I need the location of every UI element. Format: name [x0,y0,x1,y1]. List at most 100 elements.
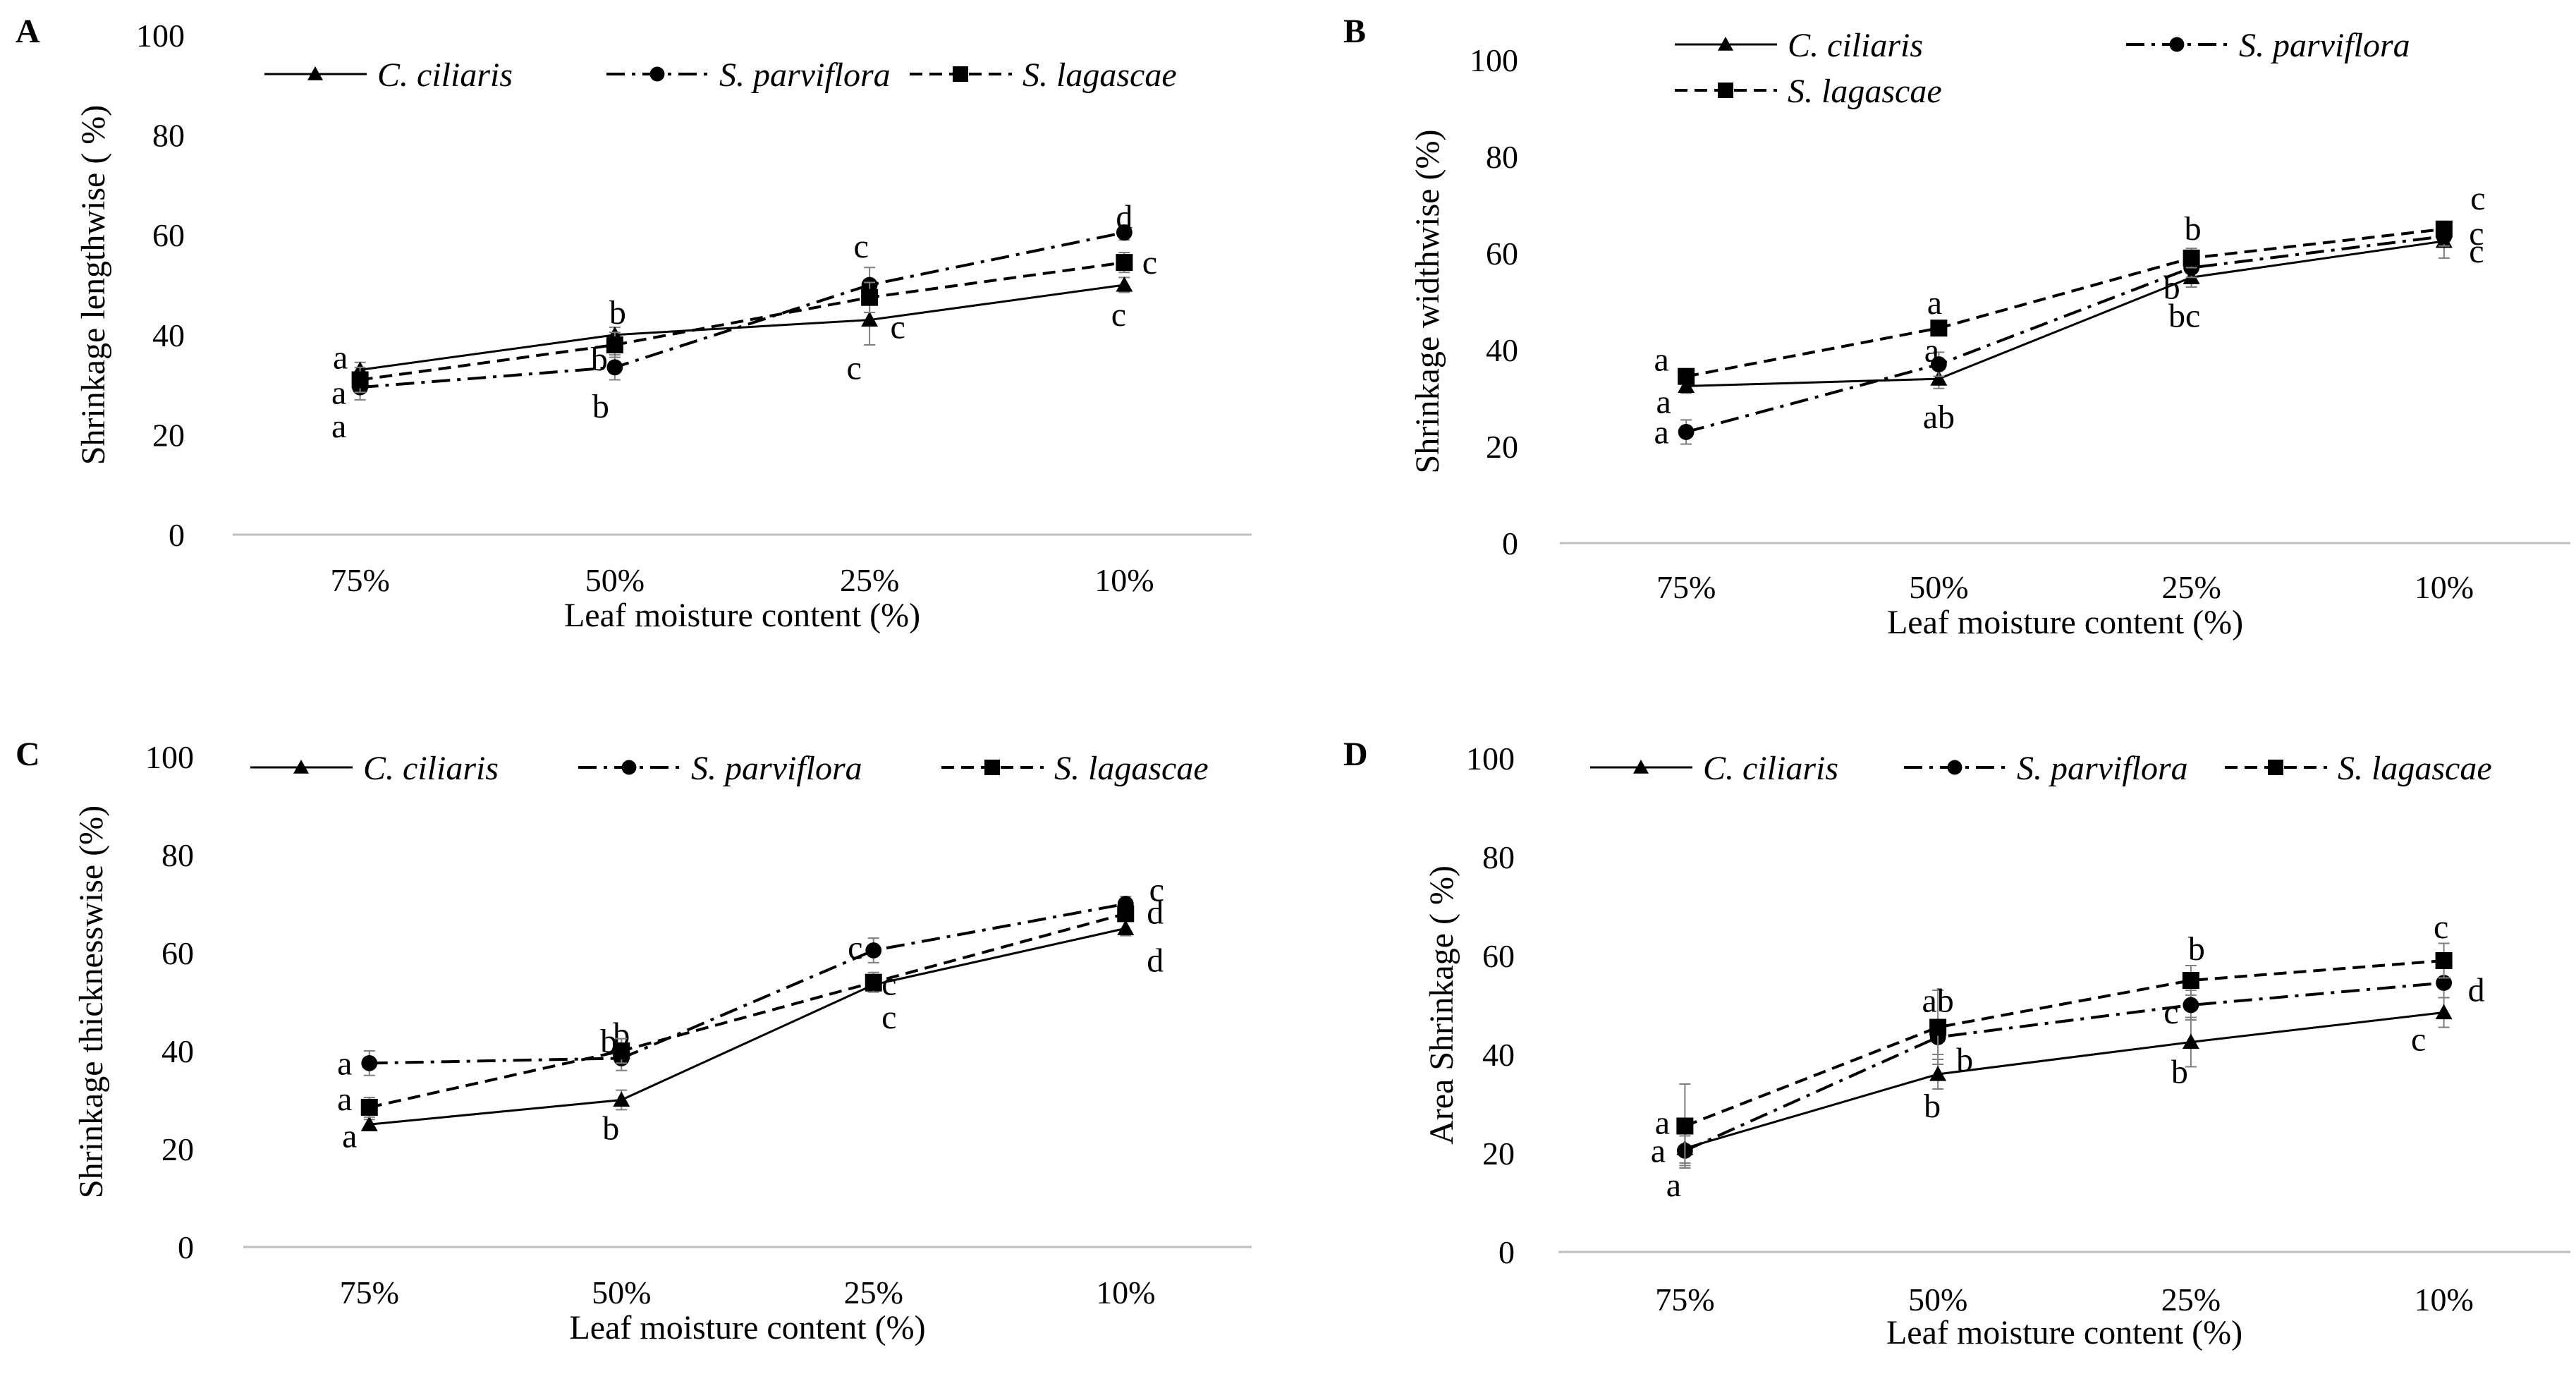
data-point [2182,1033,2199,1050]
significance-label: a [1654,341,1668,379]
y-tick-label: 60 [152,217,185,253]
legend-label: S. parviflora [719,56,891,94]
significance-label: a [331,375,346,412]
x-axis-title: Leaf moisture content (%) [569,1309,925,1346]
legend-label: C. ciliaris [1788,27,1923,64]
significance-label: bc [2168,297,2200,334]
data-point [1116,254,1133,272]
y-tick-label: 60 [161,935,194,971]
significance-label: c [853,228,868,265]
chart-panel-d: D 0 20 40 60 80 100 75% 50% 25% 10% Leaf moisture … [1343,736,2570,1351]
series-line [369,927,1126,1126]
significance-label: b [2171,1054,2188,1091]
panel-letter-d: D [1343,736,1368,773]
legend-label: S. parviflora [691,750,862,787]
significance-label: c [1142,244,1157,281]
significance-label: b [592,388,609,425]
significance-label: c [1111,296,1126,334]
legend-label: S. lagascae [2338,750,2492,787]
y-tick-label: 100 [1466,741,1515,777]
data-point [1930,356,1947,372]
y-tick-label: 80 [1486,139,1518,175]
significance-label: c [2469,215,2484,253]
data-point [1929,1066,1947,1081]
significance-label: d [1147,942,1164,979]
data-point [865,942,882,959]
y-tick-label: 100 [136,18,185,54]
legend-marker [953,66,968,82]
legend-label: C. ciliaris [1703,750,1838,787]
significance-label: ab [1922,982,1953,1020]
significance-label: b [1956,1042,1973,1079]
significance-label: a [337,1081,352,1118]
y-tick-label: 40 [152,317,185,353]
legend: C. ciliaris S. parviflora S. lagascae [250,750,1209,787]
x-tick-label: 50% [1908,1282,1967,1318]
x-tick-label: 10% [2415,569,2474,605]
significance-label: b [602,1110,619,1148]
significance-label: a [1654,413,1668,451]
data-point [360,1098,378,1116]
legend-label: S. parviflora [2239,27,2410,64]
data-point [2183,997,2199,1014]
series-line [360,284,1125,371]
significance-label: c [2470,180,2485,217]
significance-label: ab [1923,399,1955,436]
data-point [613,1042,630,1059]
series-3: a b c d [337,894,1164,1118]
data-point [360,1116,378,1131]
data-point [2435,1004,2453,1020]
data-point [1930,370,1948,386]
legend-label: C. ciliaris [363,750,499,787]
y-tick-label: 0 [178,1229,194,1265]
series-line [1684,981,2444,1152]
series-line [1684,1011,2444,1150]
y-tick-label: 60 [1486,236,1518,272]
data-point [1116,276,1133,292]
x-axis-title: Leaf moisture content (%) [1887,604,2243,641]
significance-label: c [881,999,896,1036]
significance-label: c [2434,908,2448,946]
y-axis-title: Shrinkage thicknesswise (%) [73,805,110,1198]
series-line [1685,227,2445,378]
data-point [861,288,879,306]
legend-marker [2268,760,2283,775]
x-tick-label: 75% [340,1274,399,1310]
y-tick-label: 40 [1482,1037,1515,1073]
series-line [369,912,1126,1109]
significance-label: c [890,309,905,346]
legend-marker [1718,83,1733,98]
x-tick-label: 10% [1094,562,1154,598]
x-tick-label: 10% [2414,1282,2473,1318]
data-point [1678,367,1695,385]
legend-marker [984,760,1000,775]
significance-label: a [331,408,346,445]
x-tick-label: 25% [840,562,899,598]
y-axis-title: Area Shrinkage ( %) [1423,865,1460,1145]
series-line [1685,235,2445,434]
significance-label: a [342,1117,357,1155]
x-tick-label: 50% [592,1274,651,1310]
data-point [351,371,369,389]
y-tick-label: 80 [152,118,185,154]
panel-letter-a: A [16,13,40,50]
series-line [1686,240,2445,387]
legend-marker [307,66,323,80]
legend-label: S. lagascae [1788,73,1942,110]
legend-label: C. ciliaris [377,56,513,94]
legend-marker [649,66,665,82]
significance-label: a [1924,332,1939,370]
significance-label: d [2468,972,2485,1009]
significance-label: b [1924,1088,1941,1125]
significance-label: c [846,350,861,387]
panel-letter-c: C [16,736,40,773]
significance-label: c [1149,872,1164,909]
data-point [2182,972,2199,989]
y-tick-label: 20 [161,1131,194,1167]
series-line [360,261,1125,382]
data-point [1678,424,1695,440]
